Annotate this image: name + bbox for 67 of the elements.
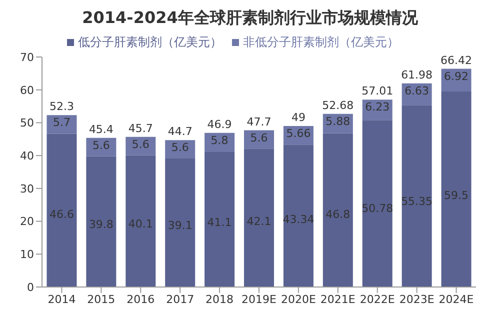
- x-tick-label: 2018: [206, 292, 234, 306]
- x-tick-label: 2024E: [438, 292, 474, 306]
- bar: [402, 105, 432, 287]
- data-label: 6.63: [404, 84, 430, 98]
- total-label: 61.98: [401, 68, 433, 82]
- bar: [126, 155, 156, 287]
- total-label: 52.3: [49, 100, 74, 114]
- data-label: 6.92: [444, 70, 469, 83]
- bar: [362, 120, 392, 287]
- total-label: 57.01: [362, 84, 394, 98]
- x-tick-label: 2017: [166, 292, 194, 306]
- legend-label: 低分子肝素制剂（亿美元）: [78, 35, 222, 49]
- bar: [46, 134, 77, 287]
- bar: [46, 115, 77, 134]
- bar: [86, 156, 116, 287]
- data-label: 5.88: [326, 114, 350, 128]
- total-label: 44.7: [168, 125, 192, 138]
- data-label: 55.35: [401, 195, 433, 208]
- data-label: 46.6: [49, 208, 74, 222]
- data-label: 5.6: [132, 138, 150, 151]
- bar: [283, 144, 314, 287]
- x-tick-label: 2015: [87, 292, 116, 306]
- data-label: 5.66: [286, 127, 311, 140]
- bar: [441, 92, 472, 287]
- y-tick-label: 0: [27, 280, 34, 294]
- total-label: 45.7: [128, 122, 153, 135]
- data-label: 5.6: [92, 138, 110, 152]
- data-label: 41.1: [207, 216, 232, 230]
- data-label: 5.6: [171, 141, 189, 154]
- total-label: 52.68: [322, 98, 354, 112]
- y-tick-label: 20: [20, 215, 34, 228]
- data-label: 5.7: [52, 116, 70, 130]
- data-label: 39.8: [88, 218, 114, 232]
- x-tick-label: 2016: [126, 292, 155, 306]
- y-tick-label: 10: [20, 248, 34, 262]
- data-label: 50.78: [362, 202, 394, 215]
- y-tick-label: 30: [20, 182, 34, 196]
- data-label: 5.8: [210, 134, 228, 147]
- total-label: 47.7: [246, 115, 272, 128]
- data-label: 42.1: [246, 214, 272, 228]
- y-tick-label: 60: [20, 84, 34, 97]
- bar: [165, 140, 196, 159]
- x-tick-label: 2014: [48, 292, 76, 306]
- x-tick-label: 2019E: [242, 292, 277, 306]
- bar: [165, 158, 196, 287]
- total-label: 45.4: [88, 122, 114, 136]
- data-label: 5.6: [250, 131, 268, 144]
- total-label: 66.42: [440, 54, 472, 67]
- y-tick-label: 40: [20, 149, 34, 162]
- total-label: 49: [291, 111, 306, 124]
- data-label: 6.23: [365, 100, 390, 114]
- y-tick-label: 50: [20, 116, 34, 130]
- x-tick-label: 2021E: [320, 292, 356, 306]
- y-tick-label: 70: [20, 50, 34, 64]
- x-tick-label: 2023E: [399, 292, 434, 306]
- data-label: 40.1: [128, 218, 153, 231]
- x-tick-label: 2022E: [360, 292, 395, 306]
- chart-title: 2014-2024年全球肝素制剂行业市场规模情况: [81, 7, 419, 29]
- legend-label: 非低分子肝素制剂（亿美元）: [243, 35, 399, 49]
- data-label: 46.8: [326, 208, 350, 221]
- x-tick-label: 2020E: [280, 292, 316, 306]
- bar: [244, 148, 274, 287]
- data-label: 59.5: [444, 189, 469, 202]
- total-label: 46.9: [207, 118, 232, 131]
- bar: [322, 133, 353, 287]
- bar: [204, 152, 235, 287]
- data-label: 39.1: [168, 219, 192, 232]
